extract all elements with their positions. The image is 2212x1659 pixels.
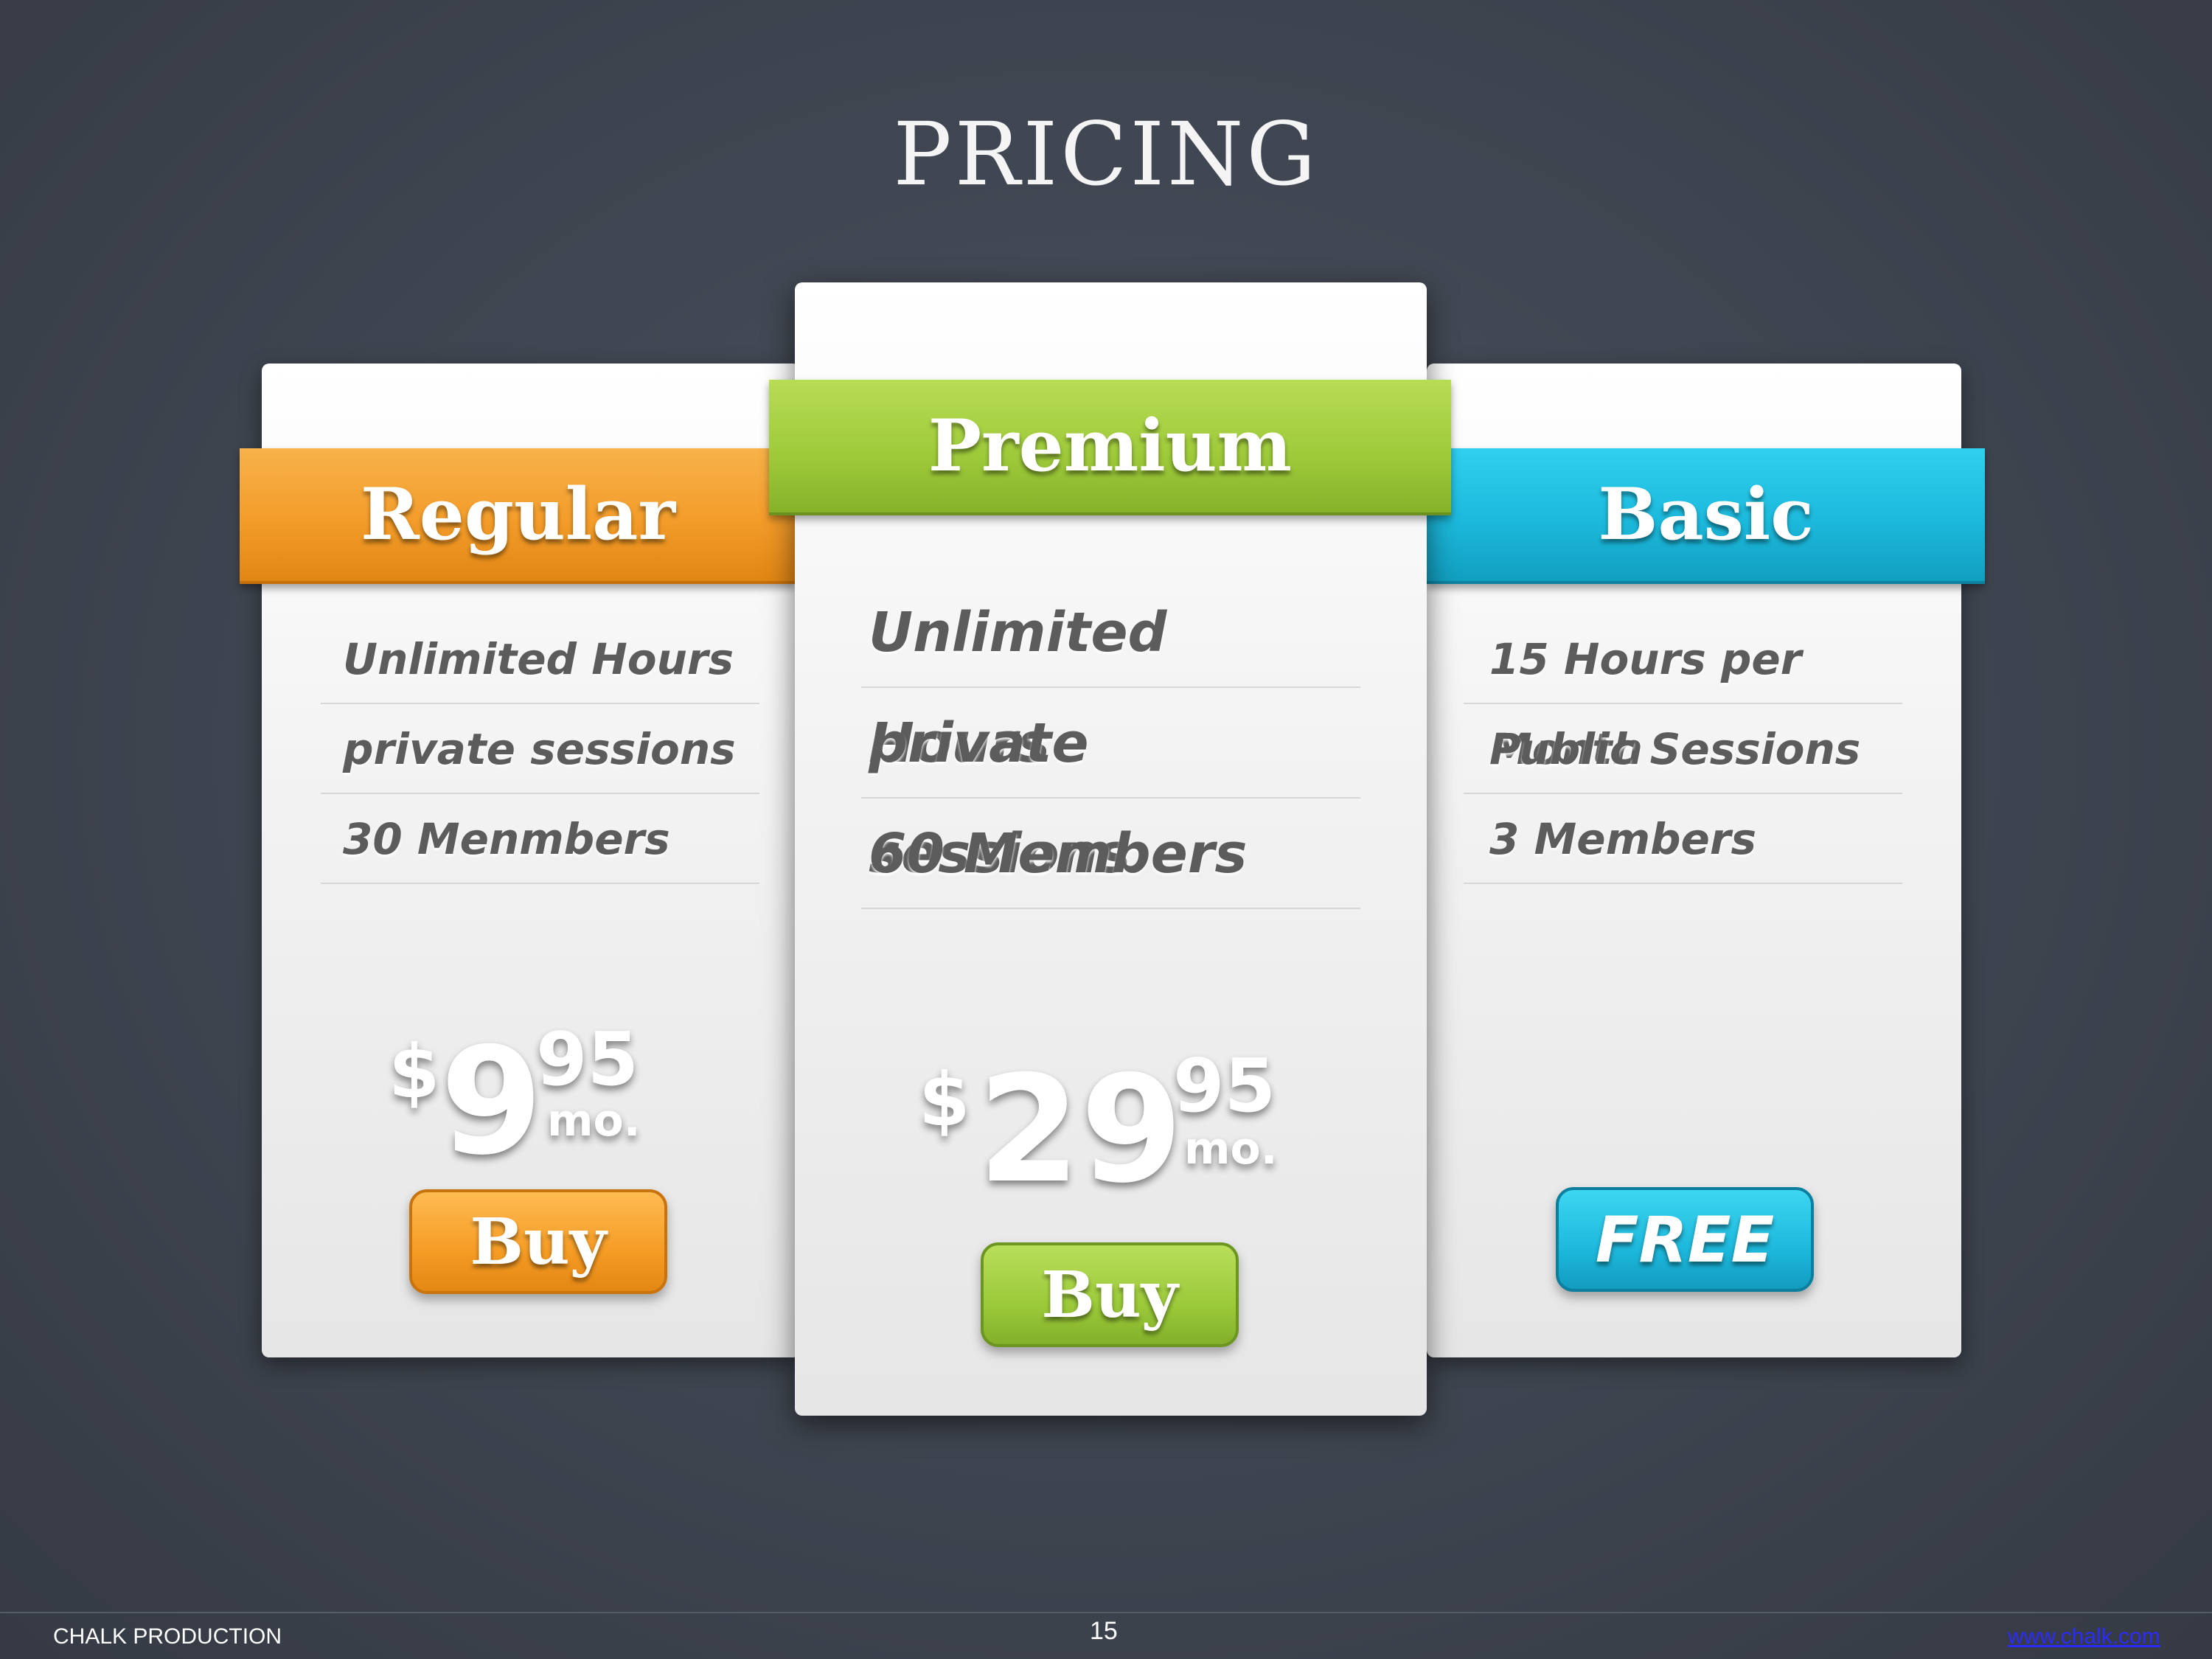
plan-title-regular: Regular bbox=[240, 448, 796, 584]
feature-item: private sessions bbox=[861, 688, 1360, 886]
price-cents: 95 bbox=[1173, 1043, 1276, 1129]
feature-list-basic: 15 Hours per Month Public Sessions 3 Mem… bbox=[1427, 614, 1961, 884]
buy-button-premium[interactable]: Buy bbox=[981, 1242, 1239, 1347]
feature-item: Unlimited Hours bbox=[861, 577, 1360, 775]
plan-title-premium: Premium bbox=[769, 380, 1451, 515]
price-currency: $ bbox=[389, 1029, 440, 1115]
footer-brand: CHALK PRODUCTION bbox=[53, 1624, 282, 1649]
price-whole: 29 bbox=[978, 1044, 1183, 1216]
feature-list-premium: Unlimited Hours private sessions 60 Memb… bbox=[795, 577, 1427, 909]
page-number: 15 bbox=[1090, 1617, 1118, 1645]
feature-item: 30 Menmbers bbox=[321, 794, 759, 884]
feature-list-regular: Unlimited Hours private sessions 30 Menm… bbox=[262, 614, 800, 884]
feature-item: 15 Hours per Month bbox=[1464, 614, 1902, 774]
price-premium: $ 29 95 mo. bbox=[919, 1049, 1332, 1219]
plan-title-basic: Basic bbox=[1427, 448, 1985, 584]
footer-website-link[interactable]: www.chalk.com bbox=[2008, 1624, 2160, 1649]
feature-item: Unlimited Hours bbox=[321, 614, 759, 704]
price-cents: 95 bbox=[536, 1016, 639, 1102]
price-regular: $ 9 95 mo. bbox=[389, 1021, 698, 1191]
feature-item: private sessions bbox=[321, 704, 759, 794]
free-button-basic[interactable]: FREE bbox=[1556, 1187, 1814, 1292]
feature-item: Public Sessions bbox=[1464, 704, 1902, 794]
feature-item: 60 Members bbox=[861, 799, 1360, 909]
footer-divider bbox=[0, 1612, 2212, 1613]
buy-button-regular[interactable]: Buy bbox=[409, 1189, 667, 1294]
price-currency: $ bbox=[919, 1057, 970, 1143]
feature-item: 3 Members bbox=[1464, 794, 1902, 884]
price-period: mo. bbox=[1184, 1123, 1278, 1175]
price-period: mo. bbox=[547, 1095, 641, 1147]
slide-title: PRICING bbox=[893, 103, 1319, 205]
price-whole: 9 bbox=[440, 1016, 543, 1188]
